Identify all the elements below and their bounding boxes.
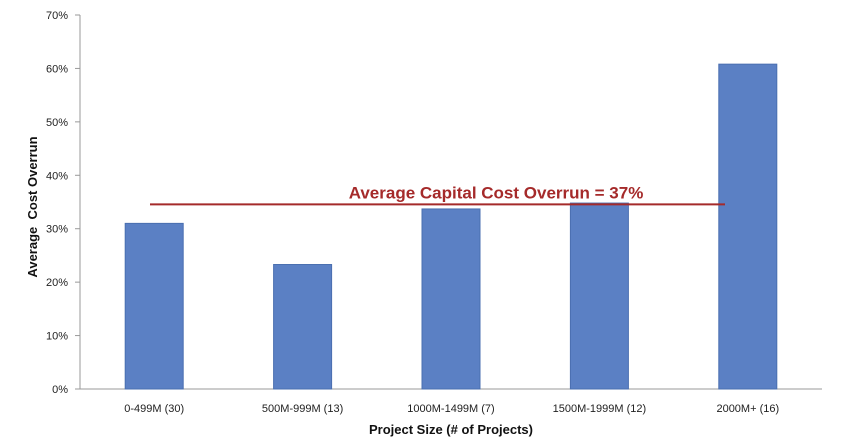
- y-tick-label: 70%: [46, 10, 68, 22]
- x-tick-label: 1500M-1999M (12): [553, 403, 647, 415]
- x-axis-ticks: 0-499M (30) 500M-999M (13) 1000M-1499M (7)…: [124, 403, 779, 415]
- average-reference-label: Average Capital Cost Overrun = 37%: [349, 183, 644, 202]
- y-tick-label: 10%: [46, 331, 68, 343]
- bar: [718, 63, 778, 390]
- y-tick-label: 40%: [46, 170, 68, 182]
- x-tick-label: 1000M-1499M (7): [407, 403, 494, 415]
- bar: [569, 202, 629, 390]
- y-tick-label: 0%: [52, 384, 68, 396]
- y-tick-label: 20%: [46, 277, 68, 289]
- bar: [273, 264, 333, 390]
- x-tick-label: 2000M+ (16): [716, 403, 779, 415]
- x-tick-label: 0-499M (30): [124, 403, 184, 415]
- bars: [124, 63, 778, 390]
- bar: [421, 208, 481, 390]
- y-tick-label: 50%: [46, 117, 68, 129]
- y-axis-title: Average Cost Overrun: [25, 136, 40, 277]
- x-tick-label: 500M-999M (13): [262, 403, 343, 415]
- bar: [124, 222, 184, 390]
- y-tick-label: 60%: [46, 63, 68, 75]
- y-tick-label: 30%: [46, 224, 68, 236]
- y-axis-ticks: 0% 10% 20% 30% 40% 50% 60% 70%: [46, 10, 80, 396]
- x-axis-title: Project Size (# of Projects): [369, 422, 533, 437]
